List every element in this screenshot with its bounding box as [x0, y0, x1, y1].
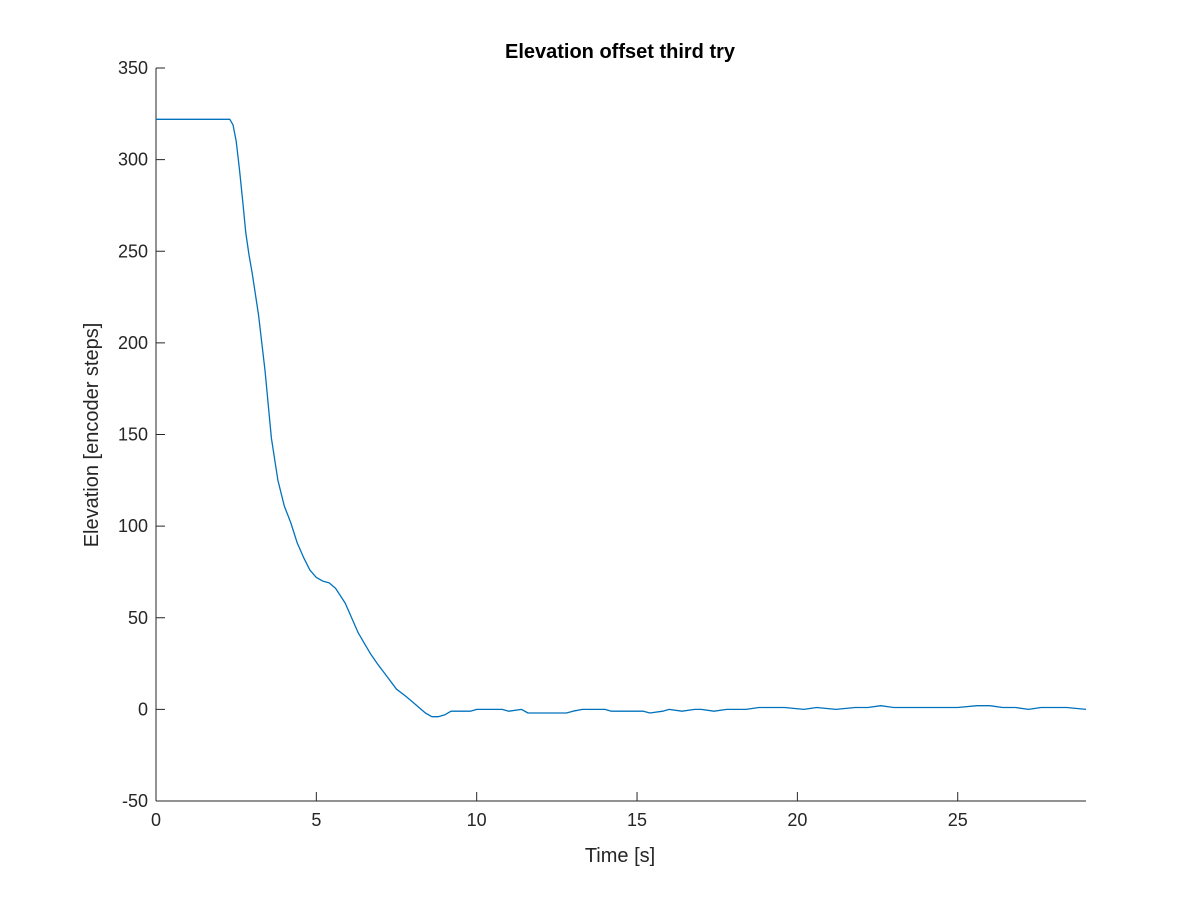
series-line: [156, 118, 1087, 718]
y-tick-label: -50: [122, 791, 148, 811]
y-tick-label: 350: [118, 58, 148, 78]
x-tick-label: 0: [151, 810, 161, 830]
y-axis-label: Elevation [encoder steps]: [81, 323, 103, 548]
y-tick-label: 300: [118, 150, 148, 170]
x-tick-label: 5: [311, 810, 321, 830]
y-tick-label: 0: [138, 699, 148, 719]
y-tick-label: 200: [118, 333, 148, 353]
y-tick-label: 150: [118, 425, 148, 445]
x-tick-label: 25: [948, 810, 968, 830]
y-tick-label: 100: [118, 516, 148, 536]
x-tick-label: 10: [467, 810, 487, 830]
y-tick-label: 50: [128, 608, 148, 628]
y-tick-label: 250: [118, 241, 148, 261]
x-tick-label: 15: [627, 810, 647, 830]
x-axis-label: Time [s]: [585, 845, 655, 867]
x-tick-label: 20: [787, 810, 807, 830]
chart-title: Elevation offset third try: [505, 41, 736, 63]
